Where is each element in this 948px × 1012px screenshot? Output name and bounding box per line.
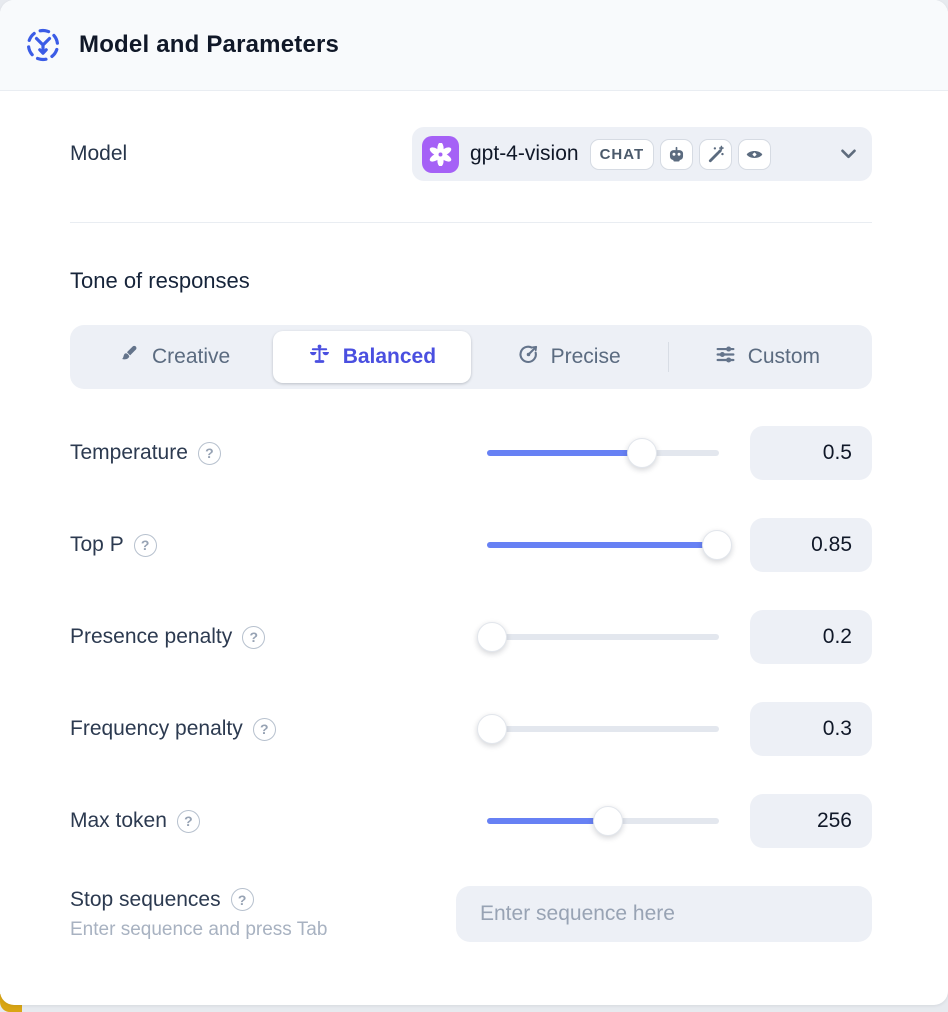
slider-thumb[interactable] [476, 714, 507, 744]
robot-icon [660, 138, 694, 170]
top-p-value[interactable]: 0.85 [750, 518, 872, 572]
tone-section-title: Tone of responses [70, 268, 250, 293]
vision-eye-icon [738, 138, 772, 170]
help-icon[interactable]: ? [197, 441, 221, 465]
segment-divider [667, 342, 669, 372]
slider-thumb[interactable] [476, 622, 507, 652]
model-label: Model [70, 142, 128, 165]
slider-thumb[interactable] [592, 806, 623, 836]
model-type-badge: CHAT [589, 138, 655, 170]
slider-fill [487, 450, 643, 456]
presence-penalty-slider[interactable] [476, 622, 719, 652]
temperature-slider[interactable] [487, 438, 719, 468]
stop-sequence-input[interactable] [456, 886, 872, 942]
page-title: Model and Parameters [79, 31, 340, 58]
magic-wand-icon [699, 138, 733, 170]
selected-model-name: gpt-4-vision [470, 142, 579, 165]
presence-penalty-value[interactable]: 0.2 [750, 610, 872, 664]
chevron-down-icon [841, 149, 856, 159]
parameter-row-presence-penalty: Presence penalty ? 0.2 [70, 610, 872, 664]
help-icon[interactable]: ? [242, 625, 266, 649]
parameter-row-temperature: Temperature ? 0.5 [70, 426, 872, 480]
balance-scale-icon [308, 343, 331, 372]
panel-header: Model and Parameters [0, 0, 948, 91]
parameter-label: Top P [70, 533, 124, 556]
slider-track[interactable] [487, 726, 719, 732]
slider-track[interactable] [487, 634, 719, 640]
slider-fill [487, 542, 717, 548]
paintbrush-icon [119, 344, 140, 371]
parameter-row-max-token: Max token ? 256 [70, 794, 872, 848]
section-divider [70, 222, 872, 223]
target-icon [518, 344, 539, 371]
parameter-row-top-p: Top P ? 0.85 [70, 518, 872, 572]
tone-option-creative[interactable]: Creative [76, 331, 273, 383]
stop-sequences-hint: Enter sequence and press Tab [70, 918, 328, 940]
model-icon [24, 26, 62, 64]
model-select-dropdown[interactable]: gpt-4-vision CHAT [412, 127, 872, 181]
parameter-label: Max token [70, 809, 167, 832]
tone-option-label: Creative [152, 345, 231, 368]
max-token-value[interactable]: 256 [750, 794, 872, 848]
sliders-icon [715, 344, 736, 371]
tone-option-label: Custom [747, 345, 821, 368]
frequency-penalty-value[interactable]: 0.3 [750, 702, 872, 756]
help-icon[interactable]: ? [133, 533, 157, 557]
tone-segmented-control: Creative Balanced [70, 325, 872, 389]
tone-option-balanced[interactable]: Balanced [273, 331, 471, 383]
tone-option-custom[interactable]: Custom [669, 331, 866, 383]
help-icon[interactable]: ? [252, 717, 276, 741]
max-token-slider[interactable] [487, 806, 719, 836]
frequency-penalty-slider[interactable] [476, 714, 719, 744]
parameter-label: Temperature [70, 441, 188, 464]
openai-logo [422, 135, 459, 173]
help-icon[interactable]: ? [230, 888, 254, 911]
slider-fill [487, 818, 608, 824]
parameter-row-frequency-penalty: Frequency penalty ? 0.3 [70, 702, 872, 756]
parameter-label: Presence penalty [70, 625, 233, 648]
model-row: Model [70, 127, 872, 181]
stop-sequences-label: Stop sequences [70, 887, 221, 911]
parameter-label: Frequency penalty [70, 717, 243, 740]
help-icon[interactable]: ? [176, 809, 200, 833]
slider-thumb[interactable] [701, 530, 732, 560]
tone-option-precise[interactable]: Precise [471, 331, 668, 383]
tone-option-label: Precise [550, 345, 621, 368]
temperature-value[interactable]: 0.5 [750, 426, 872, 480]
tone-option-label: Balanced [342, 345, 437, 368]
slider-thumb[interactable] [627, 438, 658, 468]
stop-sequences-row: Stop sequences ? Enter sequence and pres… [70, 886, 872, 942]
top-p-slider[interactable] [487, 530, 732, 560]
